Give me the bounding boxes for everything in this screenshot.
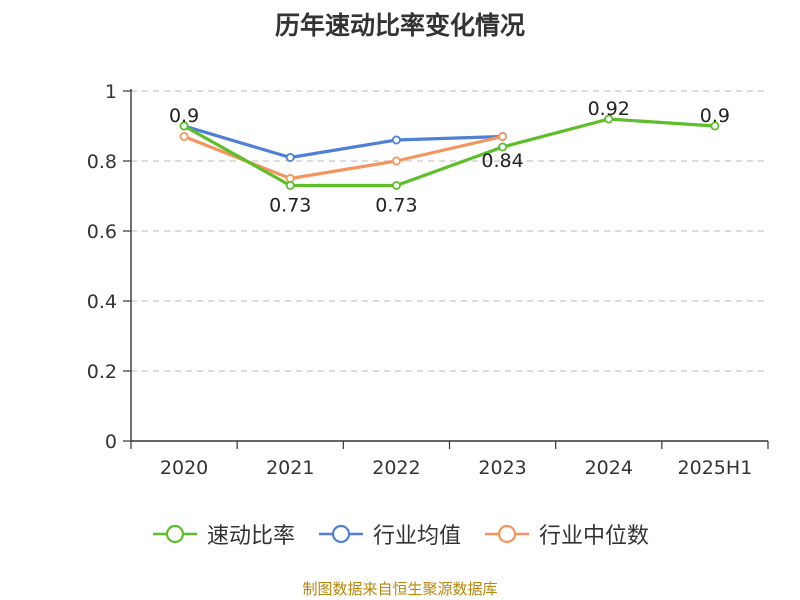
x-tick-label: 2024 [585, 457, 633, 479]
data-point [710, 121, 720, 131]
legend-marker-circle [165, 524, 185, 544]
x-tick-label: 2022 [372, 457, 420, 479]
y-tick-label: 0 [105, 431, 117, 453]
legend-item-industry-median[interactable]: 行业中位数 [483, 518, 649, 550]
x-tick-label: 2021 [266, 457, 314, 479]
x-tick-label: 2023 [478, 457, 526, 479]
x-tick-label: 2020 [160, 457, 208, 479]
legend-marker-circle [331, 524, 351, 544]
legend-label-industry-mean: 行业均值 [372, 524, 461, 549]
legend-marker-industry-mean [318, 524, 363, 544]
data-point [179, 121, 189, 131]
data-source-note: 制图数据来自恒生聚源数据库 [302, 580, 498, 598]
data-label: 0.73 [269, 195, 311, 217]
chart-title: 历年速动比率变化情况 [274, 11, 525, 40]
data-label: 0.84 [481, 150, 523, 172]
y-tick-label: 0.4 [87, 291, 117, 313]
series-line-2 [183, 134, 503, 181]
legend-item-industry-mean[interactable]: 行业均值 [317, 518, 461, 550]
legend-item-quick-ratio[interactable]: 速动比率 [151, 518, 295, 550]
data-point [391, 180, 401, 190]
data-label: 0.73 [375, 195, 417, 217]
data-point [391, 135, 401, 145]
y-tick-label: 1 [105, 81, 117, 103]
legend-label-quick-ratio: 速动比率 [206, 524, 295, 549]
data-label: 0.9 [700, 105, 730, 127]
data-point [179, 131, 189, 141]
data-point [391, 156, 401, 166]
data-point [604, 114, 614, 124]
data-label: 0.9 [169, 105, 199, 127]
legend-marker-quick-ratio [152, 524, 197, 544]
series-line-0 [183, 117, 716, 188]
data-point [498, 142, 508, 152]
y-tick-label: 0.6 [87, 221, 117, 243]
legend-label-industry-median: 行业中位数 [539, 524, 650, 549]
data-point [285, 180, 295, 190]
data-point [285, 152, 295, 162]
x-tick-label: 2025H1 [678, 457, 753, 479]
data-point [498, 131, 508, 141]
series-line-1 [183, 124, 503, 160]
y-tick-label: 0.8 [87, 151, 117, 173]
legend: 速动比率 行业均值 行业中位数 [0, 518, 800, 550]
y-tick-label: 0.2 [87, 361, 117, 383]
legend-marker-circle [497, 524, 517, 544]
legend-marker-industry-median [485, 524, 529, 544]
data-label: 0.92 [588, 98, 630, 120]
